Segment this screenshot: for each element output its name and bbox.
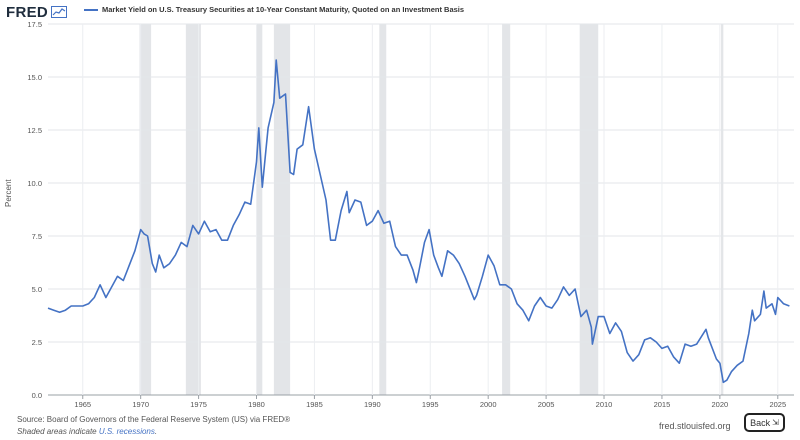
line-chart-icon — [51, 6, 68, 18]
legend-series-name: Market Yield on U.S. Treasury Securities… — [102, 5, 465, 14]
recession-band-5 — [502, 24, 511, 395]
recession-band-3 — [273, 24, 291, 395]
legend-swatch — [84, 8, 98, 11]
header: FRED — [6, 3, 68, 21]
shaded-note: Shaded areas indicate U.S. recessions. — [17, 427, 157, 436]
y-tick-label: 7.5 — [32, 232, 42, 241]
recession-band-7 — [721, 24, 724, 395]
x-tick-label: 2000 — [480, 400, 497, 409]
y-tick-label: 10.0 — [27, 179, 42, 188]
recession-band-0 — [139, 24, 152, 395]
y-tick-label: 2.5 — [32, 338, 42, 347]
shaded-note-suffix: . — [154, 427, 158, 436]
back-label: Back — [750, 417, 771, 428]
recession-band-1 — [185, 24, 201, 395]
legend: Market Yield on U.S. Treasury Securities… — [84, 5, 464, 14]
y-tick-label: 0.0 — [32, 391, 42, 400]
recession-band-2 — [256, 24, 263, 395]
x-tick-label: 2020 — [712, 400, 729, 409]
x-tick-label: 2005 — [538, 400, 555, 409]
y-tick-label: 12.5 — [27, 126, 42, 135]
series-line-treasury-10y — [47, 59, 790, 384]
x-tick-label: 1990 — [364, 400, 381, 409]
y-axis-label: Percent — [4, 179, 13, 207]
expand-arrows-icon: ⇲ — [772, 418, 779, 427]
x-tick-label: 2025 — [769, 400, 786, 409]
shaded-note-prefix: Shaded areas indicate — [17, 427, 99, 436]
x-tick-label: 2015 — [654, 400, 671, 409]
x-tick-label: 1985 — [306, 400, 323, 409]
x-tick-label: 1980 — [248, 400, 265, 409]
recession-band-6 — [579, 24, 599, 395]
y-tick-label: 15.0 — [27, 73, 42, 82]
x-tick-label: 1995 — [422, 400, 439, 409]
back-button[interactable]: Back ⇲ — [744, 413, 785, 432]
source-note: Source: Board of Governors of the Federa… — [17, 415, 291, 424]
y-tick-label: 17.5 — [27, 20, 42, 29]
recessions-link[interactable]: U.S. recessions — [98, 427, 155, 436]
x-tick-label: 2010 — [596, 400, 613, 409]
recession-band-4 — [379, 24, 387, 395]
fred-logo[interactable]: FRED — [6, 3, 49, 21]
x-tick-label: 1975 — [190, 400, 207, 409]
y-tick-label: 5.0 — [32, 285, 42, 294]
x-tick-label: 1970 — [132, 400, 149, 409]
site-url[interactable]: fred.stlouisfed.org — [659, 421, 731, 431]
x-tick-label: 1965 — [74, 400, 91, 409]
